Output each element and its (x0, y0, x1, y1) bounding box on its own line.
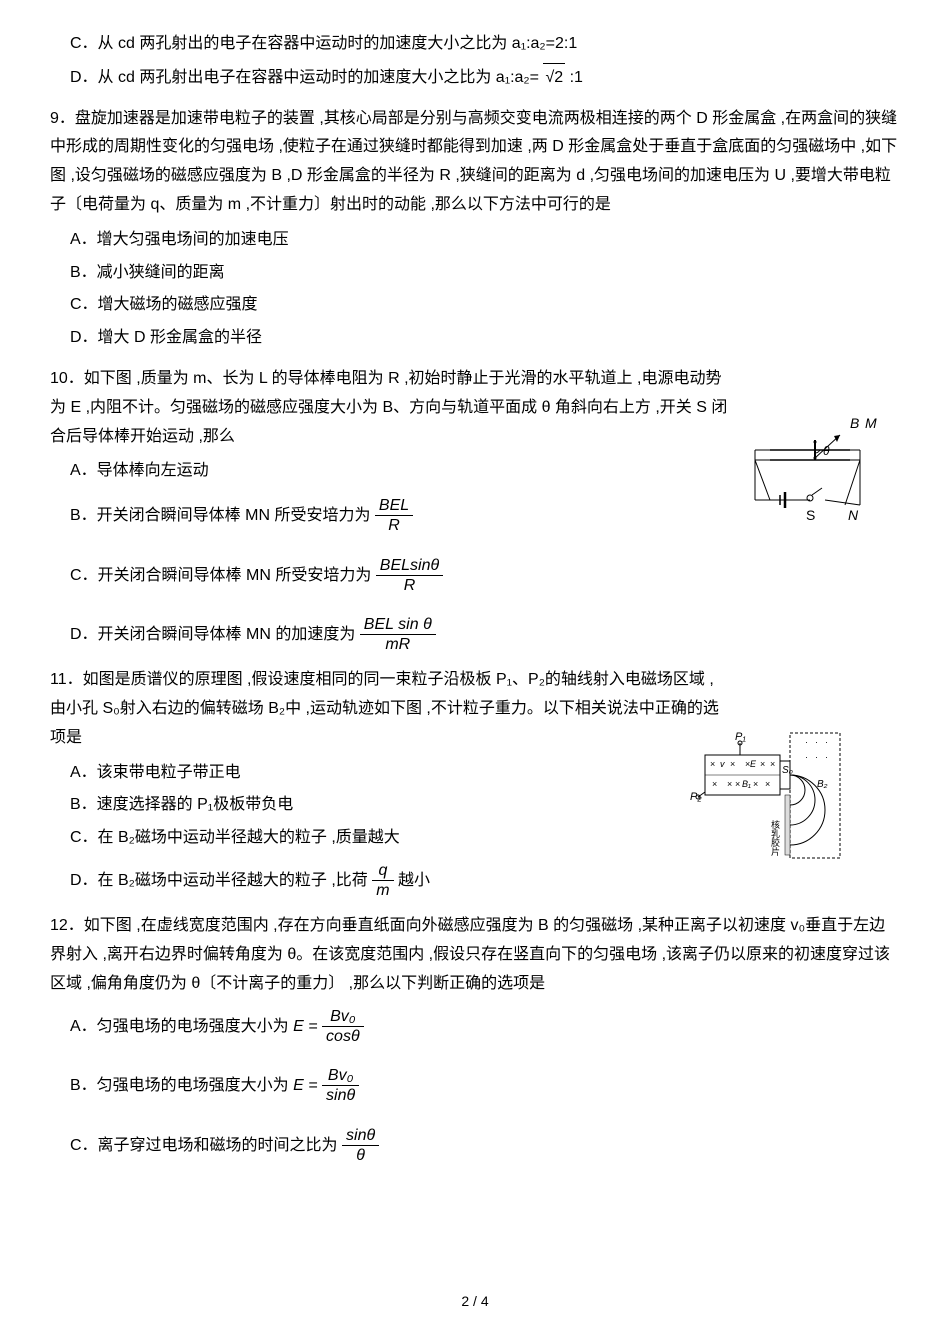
q12-optC: C．离子穿过电场和磁场的时间之比为 sinθ θ (70, 1126, 900, 1165)
q10-optC-frac: BELsinθ R (376, 556, 443, 595)
svg-text:θ: θ (823, 444, 830, 458)
q12-optC-frac: sinθ θ (342, 1126, 379, 1165)
q12-optB-num: Bv₀ (322, 1066, 359, 1086)
q12-optB-den: sinθ (322, 1086, 359, 1105)
q10-optD-frac: BEL sin θ mR (360, 615, 436, 654)
q10-optC-num: BELsinθ (376, 556, 443, 576)
q10-optB-frac: BEL R (375, 496, 413, 535)
svg-text:·: · (825, 752, 828, 762)
svg-text:S: S (806, 507, 815, 523)
q12-optB-prefix: B．匀强电场的电场强度大小为 (70, 1077, 293, 1094)
q10-optD-prefix: D．开关闭合瞬间导体棒 MN 的加速度为 (70, 626, 360, 643)
q12-optA-E: E = (293, 1018, 317, 1035)
q12-optA-num: Bv₀ (322, 1007, 364, 1027)
q12-optB-E: E = (293, 1077, 317, 1094)
q12-optC-prefix: C．离子穿过电场和磁场的时间之比为 (70, 1137, 342, 1154)
q12-optC-den: θ (342, 1146, 379, 1165)
q11-optD-prefix: D．在 B₂磁场中运动半径越大的粒子 ,比荷 (70, 872, 372, 889)
svg-text:·: · (815, 737, 818, 747)
q8-optD: D．从 cd 两孔射出电子在容器中运动时的加速度大小之比为 a₁:a₂= √2 … (70, 63, 900, 93)
q8-optD-suffix: :1 (570, 69, 583, 86)
q12-optB: B．匀强电场的电场强度大小为 E = Bv₀ sinθ (70, 1066, 900, 1105)
svg-text:×: × (735, 779, 740, 789)
q10-optC: C．开关闭合瞬间导体棒 MN 所受安培力为 BELsinθ R (70, 556, 900, 595)
q11-optD-frac: q m (372, 861, 393, 900)
q12-stem: 12．如下图 ,在虚线宽度范围内 ,存在方向垂直纸面向外磁感应强度为 B 的匀强… (50, 912, 900, 998)
q11-optD-num: q (372, 861, 393, 881)
q10-optD-den: mR (360, 635, 436, 654)
q8-optD-prefix: D．从 cd 两孔射出电子在容器中运动时的加速度大小之比为 a₁:a₂= (70, 69, 543, 86)
q12-optA-prefix: A．匀强电场的电场强度大小为 (70, 1018, 293, 1035)
svg-text:·: · (815, 752, 818, 762)
q10-optB-prefix: B．开关闭合瞬间导体棒 MN 所受安培力为 (70, 507, 375, 524)
svg-text:v: v (720, 759, 725, 769)
q10-optC-prefix: C．开关闭合瞬间导体棒 MN 所受安培力为 (70, 566, 376, 583)
q11-figure: P₁ P₂ × v × × E × × × × × B₁ × × S₀ · · … (690, 725, 850, 865)
svg-text:·: · (825, 737, 828, 747)
svg-text:×: × (760, 759, 765, 769)
q9-optB: B．减小狭缝间的距离 (70, 259, 900, 288)
svg-text:B₂: B₂ (817, 779, 828, 790)
q10-figure: B M θ S N (730, 410, 890, 540)
svg-text:×: × (730, 759, 735, 769)
q11-optD: D．在 B₂磁场中运动半径越大的粒子 ,比荷 q m 越小 (70, 861, 900, 900)
q10-optC-den: R (376, 576, 443, 595)
q11-optD-den: m (372, 881, 393, 900)
q12-optA: A．匀强电场的电场强度大小为 E = Bv₀ cosθ (70, 1007, 900, 1046)
q9-stem: 9．盘旋加速器是加速带电粒子的装置 ,其核心局部是分别与高频交变电流两极相连接的… (50, 105, 900, 220)
svg-text:核乳胶片: 核乳胶片 (770, 819, 780, 857)
svg-text:×: × (712, 779, 717, 789)
svg-text:S₀: S₀ (782, 765, 793, 776)
q12-optC-num: sinθ (342, 1126, 379, 1146)
svg-text:×: × (770, 759, 775, 769)
svg-text:B: B (850, 415, 859, 431)
q12-optA-den: cosθ (322, 1027, 364, 1046)
svg-text:×: × (710, 759, 715, 769)
q10-optD: D．开关闭合瞬间导体棒 MN 的加速度为 BEL sin θ mR (70, 615, 900, 654)
q9-optC: C．增大磁场的磁感应强度 (70, 291, 900, 320)
q8-optD-sqrt: √2 (543, 63, 565, 93)
svg-text:×: × (753, 779, 758, 789)
q12-optB-frac: Bv₀ sinθ (322, 1066, 359, 1105)
q10-optD-num: BEL sin θ (360, 615, 436, 635)
svg-text:E: E (750, 759, 757, 769)
svg-text:·: · (805, 737, 808, 747)
svg-text:B₁: B₁ (742, 779, 751, 789)
q9-optA: A．增大匀强电场间的加速电压 (70, 226, 900, 255)
svg-text:×: × (727, 779, 732, 789)
q8-optC: C．从 cd 两孔射出的电子在容器中运动时的加速度大小之比为 a₁:a₂=2:1 (70, 30, 900, 59)
q12-optA-frac: Bv₀ cosθ (322, 1007, 364, 1046)
q10-optB-num: BEL (375, 496, 413, 516)
q11-optD-suffix: 越小 (398, 872, 430, 889)
page-number: 2 / 4 (0, 1289, 950, 1314)
svg-text:N: N (848, 507, 859, 523)
svg-text:×: × (765, 779, 770, 789)
q9-optD: D．增大 D 形金属盒的半径 (70, 324, 900, 353)
svg-text:·: · (805, 752, 808, 762)
q10-optB-den: R (375, 516, 413, 535)
svg-text:M: M (865, 415, 877, 431)
